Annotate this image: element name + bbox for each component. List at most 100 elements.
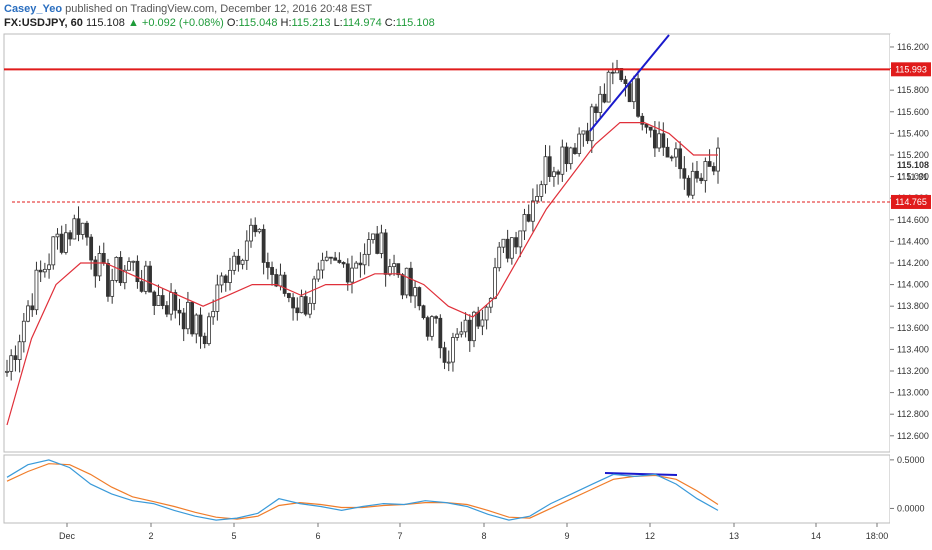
low-value: 114.974 — [342, 17, 382, 29]
candle-body — [581, 130, 586, 135]
time-tick-label: 9 — [564, 531, 569, 541]
author-link[interactable]: Casey_Yeo — [4, 3, 63, 15]
candle-body — [400, 274, 405, 296]
candle-body — [678, 148, 683, 170]
time-tick-label: 14 — [811, 531, 821, 541]
trendline[interactable] — [589, 34, 670, 132]
support-price-tag-bg — [891, 194, 931, 209]
candle-body — [152, 291, 157, 306]
candle-body — [341, 262, 346, 265]
price-tick-label: 115.600 — [897, 107, 929, 117]
candle-body — [514, 237, 518, 248]
oscillator-pane — [6, 459, 719, 521]
candle-body — [383, 232, 388, 275]
candle-body — [282, 274, 287, 294]
candle-body — [34, 269, 39, 311]
candle-body — [21, 320, 26, 343]
time-tick-label: 12 — [645, 531, 655, 541]
candle-body — [535, 196, 539, 202]
oscillator-pane-frame — [3, 454, 891, 524]
candle-body — [404, 267, 409, 296]
candle-body — [425, 317, 430, 337]
candle-body — [80, 222, 85, 235]
candle-body — [148, 265, 152, 293]
candle-body — [59, 233, 64, 253]
candle-body — [211, 311, 216, 318]
candle-body — [577, 133, 582, 154]
price-tick-label: 113.400 — [897, 344, 929, 354]
candle-body — [236, 255, 241, 265]
candle-body — [366, 239, 371, 255]
time-tick-label: 13 — [729, 531, 739, 541]
candle-body — [160, 295, 165, 306]
candle-body — [518, 230, 523, 248]
price-tick-label: 113.200 — [897, 366, 929, 376]
candle-body — [110, 280, 115, 297]
candle-body — [627, 83, 632, 103]
candle-body — [716, 147, 720, 172]
open-label: O: — [226, 17, 239, 29]
candle-body — [55, 233, 60, 238]
time-tick-label: 7 — [397, 531, 402, 541]
symbol-label: FX:USDJPY, 60 — [4, 17, 83, 29]
osc-tick-label: 0.5000 — [897, 455, 925, 465]
candle-body — [657, 133, 662, 149]
moving-average-line — [6, 122, 718, 426]
candle-body — [371, 233, 375, 240]
resistance-price-tag: 115.993 — [895, 64, 927, 74]
candle-body — [345, 263, 350, 283]
price-tick-label: 114.600 — [897, 215, 929, 225]
candle-body — [644, 123, 649, 128]
candle-body — [261, 228, 266, 263]
osc-tick-label: 0.0000 — [897, 503, 925, 513]
candle-body — [312, 278, 317, 304]
candle-body — [139, 281, 144, 292]
close-value: 115.108 — [395, 17, 435, 29]
oscillator-fast-line — [6, 459, 719, 521]
candle-body — [207, 316, 211, 345]
candle-body — [446, 361, 451, 364]
candle-body — [295, 307, 300, 314]
candle-body — [316, 269, 321, 280]
candle-body — [560, 146, 565, 175]
candle-body — [695, 170, 699, 179]
candle-body — [30, 305, 35, 311]
candle-body — [135, 260, 140, 283]
high-value: 115.213 — [291, 17, 331, 29]
candle-body — [568, 147, 573, 165]
price-tick-label: 115.400 — [897, 128, 929, 138]
candle-body — [493, 267, 497, 299]
published-text: published on TradingView.com, December 1… — [65, 3, 372, 15]
oscillator-trendline[interactable] — [604, 472, 678, 476]
candle-body — [552, 171, 556, 177]
candle-body — [501, 238, 506, 248]
candle-body — [636, 78, 640, 117]
candle-body — [173, 292, 178, 311]
candle-body — [122, 269, 127, 284]
candle-body — [131, 260, 136, 263]
low-label: L: — [333, 17, 343, 29]
open-value: 115.048 — [238, 17, 278, 29]
candle-body — [249, 224, 253, 242]
candle-body — [648, 126, 653, 131]
candle-body — [320, 259, 325, 271]
candle-body — [530, 200, 535, 222]
candle-body — [337, 259, 342, 263]
candle-body — [451, 337, 455, 363]
candle-body — [101, 253, 106, 264]
candle-body — [93, 259, 98, 277]
candle-body — [169, 292, 173, 315]
candle-body — [585, 130, 590, 142]
oscillator-slow-line — [6, 463, 719, 520]
candle-body — [257, 228, 262, 233]
candle-body — [362, 253, 367, 266]
high-label: H: — [280, 17, 292, 29]
candle-body — [623, 79, 628, 84]
price-tick-label: 114.400 — [897, 236, 929, 246]
candle-body — [682, 168, 687, 179]
candle-body — [329, 256, 333, 259]
candle-body — [589, 106, 594, 142]
candle-body — [253, 224, 258, 233]
candle-body — [547, 156, 552, 177]
